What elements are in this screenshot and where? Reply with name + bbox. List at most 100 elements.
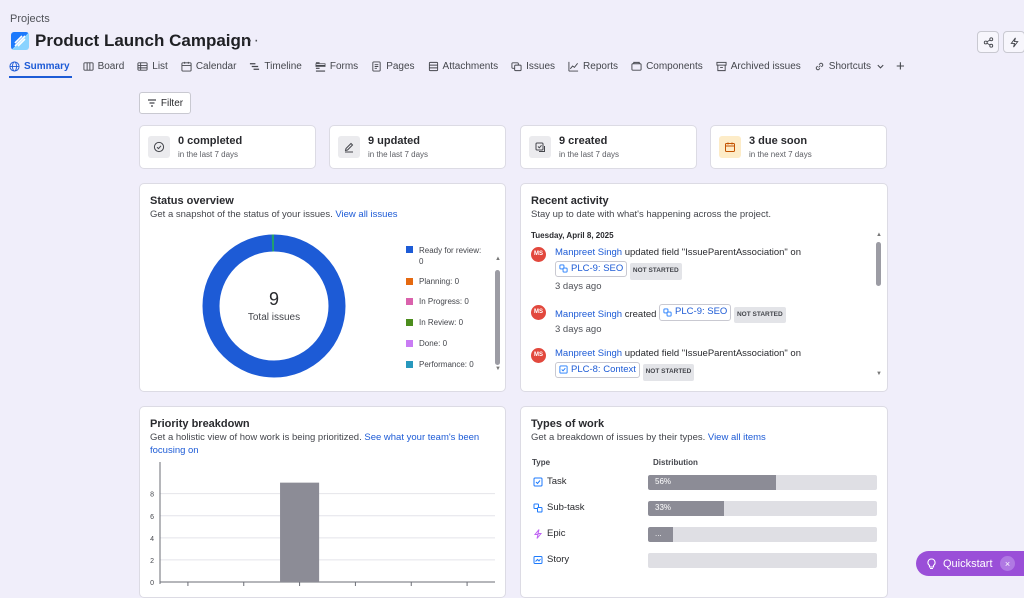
quickstart-button[interactable]: Quickstart × xyxy=(916,551,1024,576)
card-title: Recent activity xyxy=(531,195,609,207)
scroll-up-icon[interactable]: ▲ xyxy=(495,256,501,262)
tab-label: Components xyxy=(646,60,703,72)
y-tick-label: 4 xyxy=(150,536,154,543)
tab-calendar[interactable]: Calendar xyxy=(181,58,236,75)
tab-label: Reports xyxy=(583,60,619,72)
tab-label: List xyxy=(152,60,168,72)
tab-shortcuts[interactable]: Shortcuts xyxy=(814,58,885,75)
share-icon xyxy=(983,36,993,48)
stat-due-soon[interactable]: 3 due soon in the next 7 days xyxy=(710,125,887,169)
tab-label: Board xyxy=(97,60,125,72)
activity-scrollbar[interactable] xyxy=(876,242,881,286)
distribution-value: ... xyxy=(655,529,662,538)
tab-issues[interactable]: Issues xyxy=(511,58,555,75)
view-all-items-link[interactable]: View all items xyxy=(707,432,766,443)
tab-label: Archived issues xyxy=(730,60,801,72)
legend-done[interactable]: Done: 0 xyxy=(406,339,447,348)
tab-attachments[interactable]: Attachments xyxy=(428,58,499,75)
components-icon xyxy=(631,61,642,71)
pages-icon xyxy=(372,60,381,72)
tab-pages[interactable]: Pages xyxy=(371,58,415,75)
board-icon xyxy=(83,61,94,71)
stat-completed[interactable]: 0 completed in the last 7 days xyxy=(139,125,316,169)
distribution-bar[interactable]: ... xyxy=(648,527,877,542)
legend-in-review[interactable]: In Review: 0 xyxy=(406,318,463,327)
status-lozenge: NOT STARTED xyxy=(733,306,786,324)
activity-time: 3 days ago xyxy=(555,280,602,292)
legend-swatch xyxy=(406,246,413,253)
legend-scrollbar[interactable] xyxy=(495,270,500,365)
type-row-story[interactable]: Story xyxy=(533,554,569,565)
distribution-bar[interactable] xyxy=(648,553,877,568)
legend-swatch xyxy=(406,319,413,326)
archive-icon xyxy=(716,61,727,71)
filter-icon xyxy=(147,99,156,107)
stat-updated[interactable]: 9 updated in the last 7 days xyxy=(329,125,506,169)
check-circle-icon xyxy=(148,136,170,158)
view-all-issues-link[interactable]: View all issues xyxy=(335,209,398,220)
card-description: Get a breakdown of issues by their types… xyxy=(531,432,766,443)
see-focus-link[interactable]: See what your team's been focusing on xyxy=(150,432,480,456)
activity-item: MS Manpreet Singh updated field "IssuePa… xyxy=(531,347,866,381)
type-row-epic[interactable]: Epic xyxy=(533,528,565,539)
tab-list[interactable]: List xyxy=(137,58,168,75)
user-link[interactable]: Manpreet Singh xyxy=(555,308,623,320)
avatar[interactable]: MS xyxy=(531,348,546,363)
lightning-icon xyxy=(1009,37,1019,47)
tab-summary[interactable]: Summary xyxy=(9,58,72,78)
legend-performance[interactable]: Performance: 0 xyxy=(406,360,474,369)
legend-in-progress[interactable]: In Progress: 0 xyxy=(406,297,469,306)
user-link[interactable]: Manpreet Singh xyxy=(555,348,623,359)
legend-swatch xyxy=(406,298,413,305)
stat-created[interactable]: 9 created in the last 7 days xyxy=(520,125,697,169)
calendar-icon xyxy=(719,136,741,158)
scroll-down-icon[interactable]: ▼ xyxy=(495,366,501,372)
status-donut-chart[interactable] xyxy=(202,234,346,378)
filter-button[interactable]: Filter xyxy=(139,92,191,114)
quickstart-label: Quickstart xyxy=(943,557,993,570)
issue-chip[interactable]: PLC-8: Context xyxy=(555,361,640,378)
types-of-work-card: Types of work Get a breakdown of issues … xyxy=(520,406,888,598)
legend-ready-for-review[interactable]: Ready for review: 0 xyxy=(406,245,486,267)
y-tick-label: 6 xyxy=(150,514,154,521)
close-quickstart-button[interactable]: × xyxy=(1000,556,1015,571)
scroll-down-icon[interactable]: ▼ xyxy=(876,371,882,377)
tab-components[interactable]: Components xyxy=(631,58,703,75)
link-icon xyxy=(815,62,823,70)
tab-label: Pages xyxy=(386,60,415,72)
legend-swatch xyxy=(406,340,413,347)
distribution-column-header: Distribution xyxy=(653,458,698,467)
legend-swatch xyxy=(406,278,413,285)
distribution-value: 56% xyxy=(655,477,672,486)
stat-subtitle: in the last 7 days xyxy=(368,150,429,159)
tab-reports[interactable]: Reports xyxy=(568,58,618,75)
automation-button[interactable] xyxy=(1003,31,1024,53)
avatar[interactable]: MS xyxy=(531,247,546,262)
attachments-icon xyxy=(428,61,438,71)
user-link[interactable]: Manpreet Singh xyxy=(555,247,623,258)
tab-timeline[interactable]: Timeline xyxy=(249,58,302,75)
tab-forms[interactable]: Forms xyxy=(315,58,358,75)
issue-chip[interactable]: PLC-9: SEO xyxy=(659,304,732,321)
add-tab-button[interactable]: + xyxy=(896,57,905,75)
tab-label: Attachments xyxy=(442,60,499,72)
more-actions-button[interactable]: ··· xyxy=(241,32,260,49)
breadcrumb[interactable]: Projects xyxy=(10,13,50,25)
distribution-bar[interactable]: 33% xyxy=(648,501,877,516)
stat-value: 9 created xyxy=(559,135,608,147)
type-row-task[interactable]: Task xyxy=(533,476,567,487)
stat-value: 0 completed xyxy=(178,135,243,147)
type-column-header: Type xyxy=(532,458,551,467)
issue-chip[interactable]: PLC-9: SEO xyxy=(555,260,628,277)
legend-planning[interactable]: Planning: 0 xyxy=(406,277,459,286)
share-button[interactable] xyxy=(977,31,999,53)
avatar[interactable]: MS xyxy=(531,305,546,320)
issues-icon xyxy=(511,61,522,71)
priority-bar-chart[interactable]: 0 2 4 6 8 xyxy=(140,462,505,597)
distribution-bar[interactable]: 56% xyxy=(648,475,877,490)
task-icon xyxy=(533,477,543,486)
scroll-up-icon[interactable]: ▲ xyxy=(876,232,882,238)
type-row-sub-task[interactable]: Sub-task xyxy=(533,502,585,513)
tab-archived-issues[interactable]: Archived issues xyxy=(716,58,801,75)
tab-board[interactable]: Board xyxy=(83,58,125,75)
